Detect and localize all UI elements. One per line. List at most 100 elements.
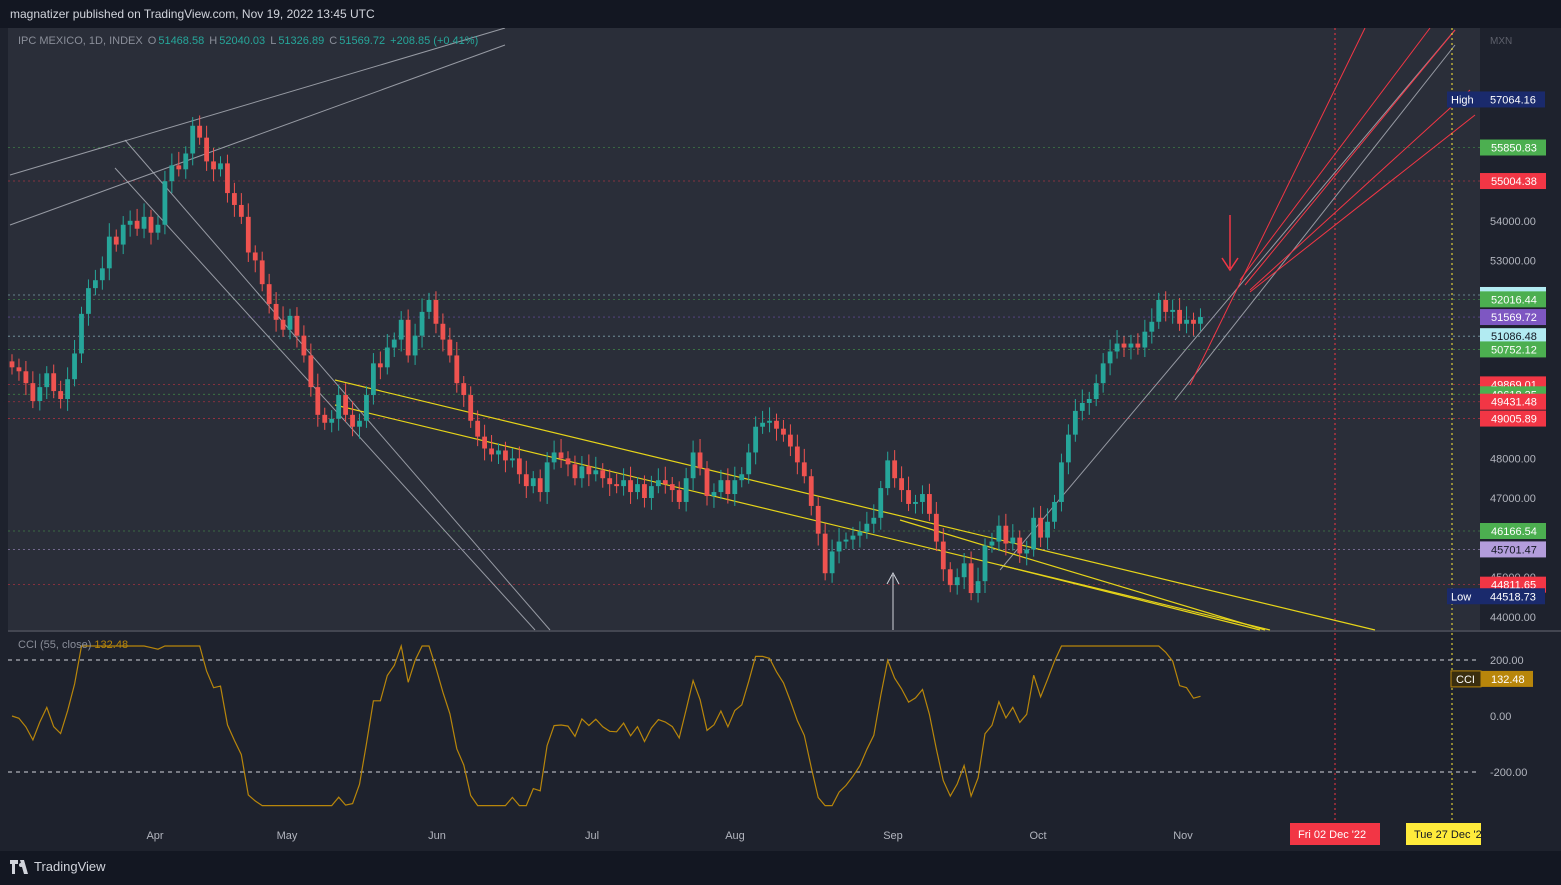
candle <box>141 216 147 229</box>
candle <box>211 161 216 170</box>
candle <box>1135 343 1141 348</box>
candle <box>1128 343 1134 348</box>
candle <box>134 220 140 229</box>
candle <box>65 379 70 399</box>
candle <box>913 501 918 504</box>
price-badge-bg <box>1480 173 1546 190</box>
candle <box>899 478 904 491</box>
candle <box>44 373 50 388</box>
candle <box>975 581 981 594</box>
candle <box>906 490 911 504</box>
candle <box>197 125 203 138</box>
price-badge-value: 57064.16 <box>1490 94 1536 106</box>
candle <box>51 373 57 392</box>
high-label: H <box>209 35 218 47</box>
candle <box>857 531 863 536</box>
candle <box>1114 343 1120 352</box>
candle <box>558 452 564 459</box>
candle <box>371 363 376 396</box>
price-badge: High 57064.16 <box>1447 91 1545 108</box>
price-badge-value: 51086.48 <box>1491 331 1537 343</box>
footer-bar: TradingView <box>0 851 1561 885</box>
high-value: 52040.03 <box>219 35 266 47</box>
candle <box>155 224 161 233</box>
candle <box>37 387 43 401</box>
candle <box>621 480 626 487</box>
candle <box>864 523 870 532</box>
candle <box>676 490 682 502</box>
cci-tick: 0.00 <box>1490 711 1511 723</box>
candle <box>788 434 793 447</box>
ohlc-legend: IPC MEXICO, 1D, INDEX O 51468.58 H 52040.0… <box>18 35 480 47</box>
candle <box>1038 517 1043 538</box>
price-badge-tag: High <box>1451 94 1474 106</box>
candle <box>204 137 209 162</box>
price-badge-bg <box>1480 523 1546 540</box>
candle <box>815 505 821 534</box>
brand[interactable]: TradingView <box>10 859 106 874</box>
candle <box>801 462 807 477</box>
candle <box>961 563 967 578</box>
candle <box>1191 319 1196 324</box>
candle <box>996 525 1002 542</box>
candle <box>649 486 654 498</box>
candle <box>989 541 995 546</box>
candle <box>405 319 411 356</box>
candle <box>225 163 230 194</box>
candle <box>544 462 550 493</box>
candle <box>697 452 703 469</box>
candle <box>238 204 244 217</box>
candle <box>1100 363 1106 384</box>
candle <box>259 260 265 285</box>
candle <box>357 420 362 427</box>
candle <box>120 224 126 245</box>
price-badge: 46166.54 <box>1480 523 1546 540</box>
candle <box>885 460 891 489</box>
candle <box>878 488 884 518</box>
up-arrow-icon <box>886 571 900 630</box>
price-tick: 44000.00 <box>1490 612 1536 624</box>
candle <box>419 311 425 336</box>
candle <box>58 391 64 399</box>
cci-legend-title[interactable]: CCI (55, close) <box>18 639 92 651</box>
candle <box>871 517 877 524</box>
uptrend-line-1 <box>999 29 1456 571</box>
candle <box>391 339 397 348</box>
yellow-trendline-4 <box>999 564 1261 631</box>
symbol-label[interactable]: IPC MEXICO, 1D, INDEX <box>18 35 143 47</box>
candle <box>1003 525 1009 544</box>
candle <box>79 313 84 354</box>
candle <box>489 448 494 455</box>
red-fan-line-4 <box>1249 89 1471 291</box>
candle <box>933 513 939 542</box>
cci-tick: -200.00 <box>1490 767 1527 779</box>
price-badge-bg <box>1480 291 1546 308</box>
candle <box>1031 517 1037 550</box>
price-badge: 55004.38 <box>1480 173 1546 190</box>
publisher-bar: magnatizer published on TradingView.com,… <box>0 0 1561 28</box>
price-badge-tag: Low <box>1451 591 1471 603</box>
price-tick: 54000.00 <box>1490 216 1536 228</box>
tradingview-logo-icon <box>10 859 28 874</box>
candle <box>336 395 342 419</box>
candle <box>1066 434 1071 463</box>
candle <box>30 383 36 401</box>
red-fan-line-5 <box>1249 114 1476 293</box>
candle <box>412 335 418 356</box>
candle <box>273 303 279 320</box>
price-badge-value: 55004.38 <box>1491 176 1537 188</box>
candle <box>398 319 404 340</box>
cci-value-badge: 132.48 <box>1491 674 1525 686</box>
candle <box>940 541 946 570</box>
candle <box>1177 309 1182 324</box>
candle <box>308 355 314 388</box>
candle <box>565 458 571 465</box>
candle <box>503 450 508 461</box>
month-label: May <box>277 830 298 842</box>
candle <box>1149 321 1155 332</box>
candle <box>23 371 29 384</box>
candle <box>711 492 717 497</box>
price-badge-value: 50752.12 <box>1491 344 1537 356</box>
candle <box>1142 331 1148 348</box>
